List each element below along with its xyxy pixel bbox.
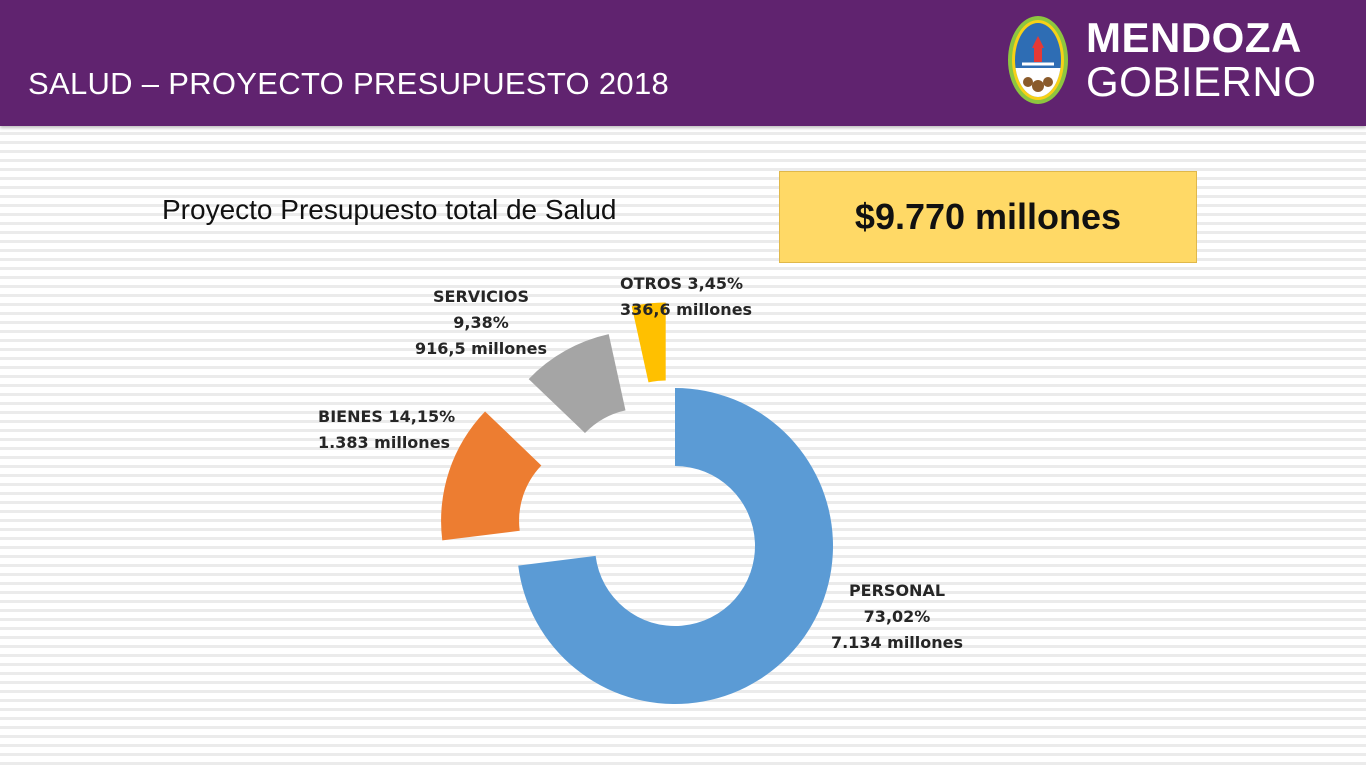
total-budget-box: $9.770 millones bbox=[779, 171, 1197, 263]
label-servicios-percent: 9,38% bbox=[453, 313, 509, 332]
donut-slice-servicios bbox=[528, 334, 626, 434]
label-otros-percent: 3,45% bbox=[687, 274, 744, 293]
label-personal-value: 7.134 millones bbox=[830, 633, 964, 652]
chart-subtitle: Proyecto Presupuesto total de Salud bbox=[162, 194, 617, 225]
page-title: SALUD – PROYECTO PRESUPUESTO 2018 bbox=[28, 66, 670, 101]
label-bienes-line1: BIENES 14,15% bbox=[318, 404, 468, 430]
total-budget-value: $9.770 millones bbox=[854, 196, 1122, 237]
label-bienes-percent: 14,15% bbox=[388, 407, 456, 426]
label-servicios: SERVICIOS 9,38% 916,5 millones bbox=[406, 284, 556, 362]
label-personal: PERSONAL 73,02% 7.134 millones bbox=[812, 578, 982, 656]
label-otros-value: 336,6 millones bbox=[620, 300, 753, 319]
label-bienes-value: 1.383 millones bbox=[318, 433, 451, 452]
label-servicios-name: SERVICIOS bbox=[433, 287, 529, 306]
donut-slice-personal bbox=[518, 388, 834, 704]
label-personal-name: PERSONAL bbox=[848, 581, 946, 600]
donut-slice-otros bbox=[631, 302, 666, 383]
label-bienes-name: BIENES bbox=[318, 407, 383, 426]
provincial-seal-icon bbox=[1008, 16, 1068, 104]
label-personal-percent: 73,02% bbox=[863, 607, 931, 626]
label-servicios-value: 916,5 millones bbox=[414, 339, 548, 358]
donut-slice-bienes bbox=[441, 411, 542, 541]
header-bar: SALUD – PROYECTO PRESUPUESTO 2018 bbox=[0, 0, 1366, 126]
logo-text-gobierno: GOBIERNO bbox=[1086, 58, 1317, 105]
logo-text-mendoza: MENDOZA bbox=[1086, 14, 1302, 61]
label-otros-name: OTROS bbox=[620, 274, 682, 293]
label-otros-line1: OTROS 3,45% bbox=[620, 271, 780, 297]
label-otros: OTROS 3,45% 336,6 millones bbox=[620, 271, 780, 323]
label-bienes: BIENES 14,15% 1.383 millones bbox=[318, 404, 468, 456]
